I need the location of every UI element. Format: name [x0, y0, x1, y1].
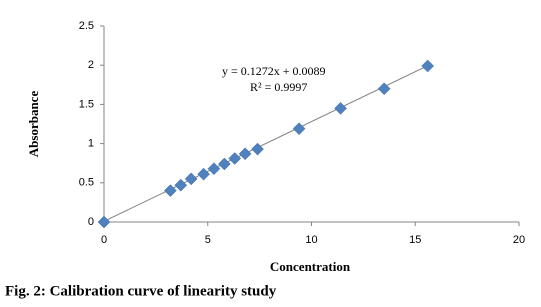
point	[207, 162, 221, 176]
point	[184, 172, 198, 186]
point	[97, 215, 111, 229]
x-tick-label: 15	[409, 234, 421, 246]
point	[377, 82, 391, 96]
point	[421, 59, 435, 73]
caption: Fig. 2: Calibration curve of linearity s…	[5, 283, 277, 299]
point	[334, 101, 347, 115]
y-tick-label: 0.5	[79, 177, 94, 189]
x-tick-label: 5	[205, 234, 211, 246]
point	[251, 142, 264, 156]
y-tick-label: 0	[88, 216, 94, 228]
point	[238, 147, 252, 161]
point	[174, 178, 188, 192]
x-tick-label: 10	[305, 234, 317, 246]
point	[197, 167, 210, 181]
x-tick-label: 0	[101, 234, 107, 246]
equation: y = 0.1272x + 0.0089	[222, 64, 326, 78]
point	[292, 122, 306, 136]
y-tick-label: 2.5	[79, 20, 94, 32]
y-tick-label: 1.5	[79, 98, 94, 110]
x-axis-label: Concentration	[270, 259, 351, 274]
point	[228, 152, 242, 165]
y-tick-label: 2	[88, 59, 94, 71]
x-tick-label: 20	[513, 234, 525, 246]
point	[164, 184, 177, 197]
trendline	[103, 65, 428, 222]
r-squared: R² = 0.9997	[250, 80, 307, 94]
y-axis-label: Absorbance	[26, 91, 41, 158]
y-tick-label: 1	[88, 138, 94, 150]
point	[217, 157, 231, 171]
